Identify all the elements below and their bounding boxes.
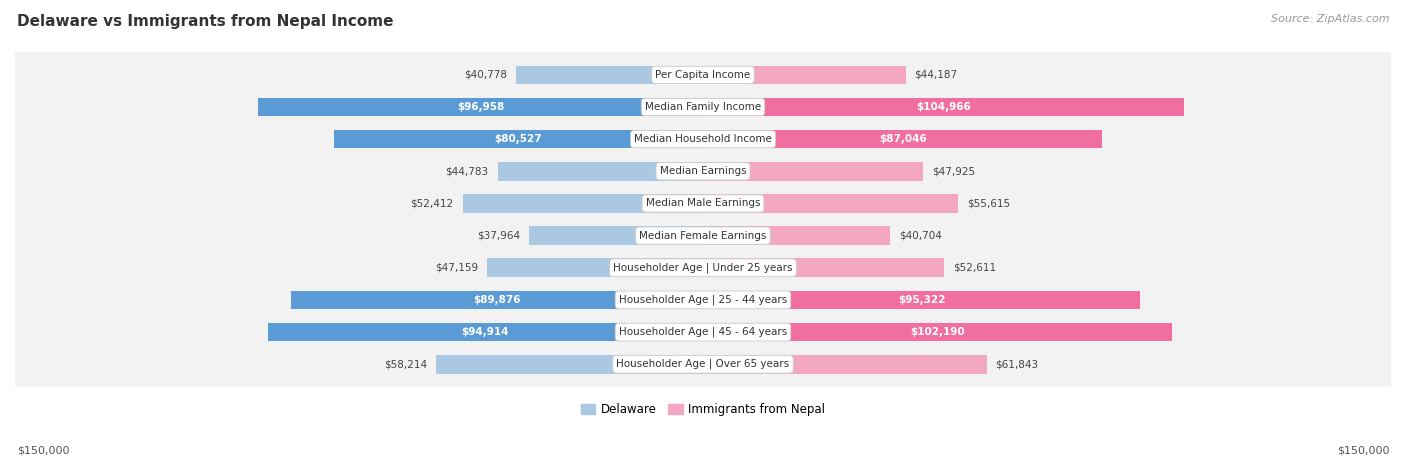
- Text: Householder Age | 45 - 64 years: Householder Age | 45 - 64 years: [619, 327, 787, 337]
- Text: $104,966: $104,966: [917, 102, 972, 112]
- Bar: [259, 98, 703, 116]
- Bar: [703, 162, 922, 181]
- Bar: [703, 355, 987, 374]
- Text: Median Earnings: Median Earnings: [659, 166, 747, 177]
- Text: $96,958: $96,958: [457, 102, 505, 112]
- Bar: [703, 98, 1184, 116]
- Text: Householder Age | 25 - 44 years: Householder Age | 25 - 44 years: [619, 295, 787, 305]
- Text: Median Household Income: Median Household Income: [634, 134, 772, 144]
- Text: $61,843: $61,843: [995, 359, 1039, 369]
- Text: $55,615: $55,615: [967, 198, 1010, 208]
- Bar: [516, 65, 703, 84]
- Bar: [703, 65, 905, 84]
- Text: $150,000: $150,000: [17, 446, 69, 456]
- Text: $52,611: $52,611: [953, 263, 997, 273]
- Bar: [463, 194, 703, 213]
- Text: $102,190: $102,190: [910, 327, 965, 337]
- Text: $52,412: $52,412: [411, 198, 454, 208]
- Text: Householder Age | Under 25 years: Householder Age | Under 25 years: [613, 262, 793, 273]
- Text: Householder Age | Over 65 years: Householder Age | Over 65 years: [616, 359, 790, 369]
- Text: Median Family Income: Median Family Income: [645, 102, 761, 112]
- Text: $40,778: $40,778: [464, 70, 508, 80]
- Text: Median Female Earnings: Median Female Earnings: [640, 231, 766, 241]
- FancyBboxPatch shape: [8, 0, 1398, 467]
- Text: $87,046: $87,046: [879, 134, 927, 144]
- Text: $37,964: $37,964: [477, 231, 520, 241]
- Text: Per Capita Income: Per Capita Income: [655, 70, 751, 80]
- Bar: [703, 323, 1171, 341]
- FancyBboxPatch shape: [8, 0, 1398, 467]
- FancyBboxPatch shape: [8, 0, 1398, 467]
- Text: $40,704: $40,704: [898, 231, 942, 241]
- Text: $47,925: $47,925: [932, 166, 974, 177]
- Text: $89,876: $89,876: [474, 295, 520, 305]
- FancyBboxPatch shape: [8, 0, 1398, 467]
- Text: Median Male Earnings: Median Male Earnings: [645, 198, 761, 208]
- Text: $58,214: $58,214: [384, 359, 427, 369]
- Bar: [703, 194, 957, 213]
- FancyBboxPatch shape: [8, 0, 1398, 467]
- Bar: [333, 130, 703, 149]
- Text: $94,914: $94,914: [461, 327, 509, 337]
- Text: $47,159: $47,159: [434, 263, 478, 273]
- Bar: [703, 226, 890, 245]
- Bar: [703, 258, 945, 277]
- Bar: [291, 290, 703, 309]
- Text: Source: ZipAtlas.com: Source: ZipAtlas.com: [1271, 14, 1389, 24]
- FancyBboxPatch shape: [8, 0, 1398, 467]
- Bar: [529, 226, 703, 245]
- Bar: [267, 323, 703, 341]
- FancyBboxPatch shape: [8, 0, 1398, 467]
- Text: $150,000: $150,000: [1337, 446, 1389, 456]
- Text: Delaware vs Immigrants from Nepal Income: Delaware vs Immigrants from Nepal Income: [17, 14, 394, 29]
- FancyBboxPatch shape: [8, 0, 1398, 467]
- Bar: [498, 162, 703, 181]
- FancyBboxPatch shape: [8, 0, 1398, 467]
- Text: $44,187: $44,187: [915, 70, 957, 80]
- Text: $80,527: $80,527: [495, 134, 543, 144]
- Text: $95,322: $95,322: [898, 295, 945, 305]
- Bar: [703, 130, 1102, 149]
- Bar: [436, 355, 703, 374]
- Text: $44,783: $44,783: [446, 166, 489, 177]
- Bar: [703, 290, 1140, 309]
- FancyBboxPatch shape: [8, 0, 1398, 467]
- Bar: [486, 258, 703, 277]
- Legend: Delaware, Immigrants from Nepal: Delaware, Immigrants from Nepal: [576, 398, 830, 421]
